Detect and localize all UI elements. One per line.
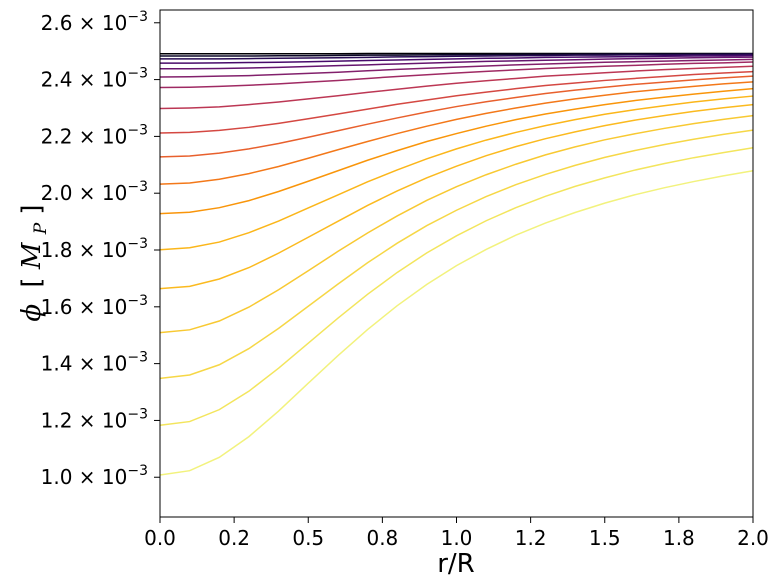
series-line-13 [159, 95, 754, 251]
series-line-11 [159, 81, 754, 185]
y-tick-label: 1.6 × 10−3 [41, 293, 148, 319]
y-tick-label: 2.0 × 10−3 [41, 179, 148, 205]
x-tick-label: 1.0 [441, 526, 473, 550]
x-axis: 0.0 0.2 0.5 0.8 1.0 1.2 1.5 1.8 2.0 [144, 517, 769, 550]
series-line-14 [159, 103, 754, 290]
y-tick-label: 1.0 × 10−3 [41, 463, 148, 489]
series-line-2 [160, 52, 753, 57]
series-line-10 [159, 75, 754, 158]
series-line-15 [159, 114, 754, 334]
series-line-7 [159, 61, 754, 89]
y-tick-label: 1.4 × 10−3 [41, 350, 148, 376]
series-line-9 [159, 70, 754, 134]
y-tick-label: 2.4 × 10−3 [41, 66, 148, 92]
series-line-18 [159, 170, 754, 476]
y-axis: 1.0 × 10−3 1.2 × 10−3 1.4 × 10−3 1.6 × 10−3… [41, 9, 160, 489]
x-tick-label: 0.2 [218, 526, 250, 550]
series-line-8 [159, 65, 754, 110]
series-line-12 [159, 87, 754, 215]
y-axis-label-unit: M [17, 241, 47, 270]
x-tick-label: 1.8 [663, 526, 695, 550]
y-tick-label: 1.2 × 10−3 [41, 406, 148, 432]
x-tick-label: 0.8 [366, 526, 398, 550]
series-line-17 [159, 147, 754, 427]
y-axis-label-unit-sub: P [31, 222, 51, 235]
x-tick-label: 1.5 [589, 526, 621, 550]
series-line-5 [160, 56, 754, 70]
series-line-6 [159, 58, 754, 78]
x-tick-label: 2.0 [737, 526, 769, 550]
plot-background [160, 10, 753, 517]
series-line-16 [159, 129, 754, 380]
x-tick-label: 0.0 [144, 526, 176, 550]
y-tick-label: 2.2 × 10−3 [41, 122, 148, 148]
series-line-3 [160, 53, 754, 60]
y-tick-label: 1.8 × 10−3 [41, 236, 148, 262]
y-axis-label-open: [ [17, 277, 47, 287]
y-tick-label: 2.6 × 10−3 [41, 9, 148, 35]
y-axis-label-close: ] [17, 204, 47, 214]
series-line-4 [160, 54, 754, 64]
x-axis-label: r/R [437, 549, 475, 579]
y-axis-label: ϕ [ M P ] [17, 204, 53, 321]
x-tick-label: 0.5 [292, 526, 324, 550]
x-tick-label: 1.2 [515, 526, 547, 550]
series-layer [159, 52, 754, 476]
y-axis-label-symbol: ϕ [17, 304, 47, 322]
